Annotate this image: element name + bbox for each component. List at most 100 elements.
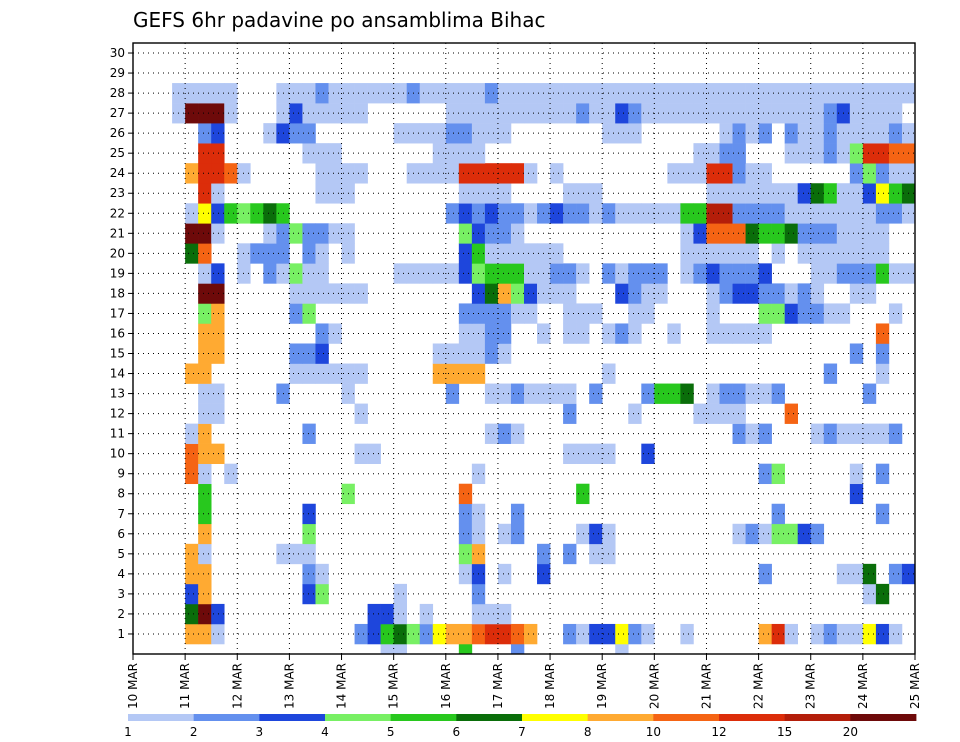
heatmap-cell [823,243,838,264]
heatmap-cell [484,323,499,344]
y-tick-label: 24 [110,166,125,180]
heatmap-cell [758,123,772,144]
heatmap-cell [484,203,499,224]
heatmap-cell [797,103,812,124]
heatmap-cell [289,343,303,364]
heatmap-cell [719,223,733,244]
heatmap-cell [302,83,316,104]
heatmap-cell [693,143,707,164]
heatmap-cell [732,123,746,144]
heatmap-cell [263,123,277,144]
heatmap-cell [510,83,525,104]
heatmap-cell [458,643,473,655]
heatmap-cell [810,223,825,244]
x-tick-label: 20 MAR [647,663,661,709]
heatmap-cell [654,203,668,224]
y-axis-ticks: 1234567891011121314151617181920212223242… [110,46,133,641]
colorbar-swatch [522,714,589,721]
heatmap-cell [589,623,603,645]
heatmap-cell [589,83,603,104]
heatmap-cell [589,203,603,224]
heatmap-cell [289,263,303,284]
heatmap-cell [289,83,303,104]
heatmap-cell [862,203,877,224]
heatmap-cell [641,103,655,124]
heatmap-cell [198,503,212,525]
heatmap-cell [524,263,538,284]
heatmap-cell [315,103,329,124]
heatmap-cell [615,623,629,645]
heatmap-cell [797,523,812,545]
heatmap-cell [862,123,877,144]
heatmap-cell [497,303,512,324]
heatmap-cell [810,303,825,324]
y-tick-label: 23 [110,186,125,200]
heatmap-cell [680,103,694,124]
heatmap-cell [758,183,772,204]
y-tick-label: 22 [110,206,125,220]
x-tick-label: 11 MAR [178,663,192,709]
heatmap-cell [497,323,512,344]
heatmap-cell [393,603,407,625]
heatmap-cell [198,183,212,204]
heatmap-cell [563,303,577,324]
heatmap-cell [745,283,759,304]
heatmap-cell [667,103,681,124]
heatmap-cell [849,123,864,144]
heatmap-cell [888,103,903,124]
heatmap-cell [563,263,577,284]
heatmap-cell [862,563,877,585]
heatmap-cell [458,263,473,284]
heatmap-cell [784,303,798,324]
heatmap-cell [849,623,864,645]
heatmap-cell [224,203,238,224]
colorbar-label: 6 [453,725,461,739]
heatmap-cell [888,203,903,224]
heatmap-cell [497,383,512,404]
heatmap-cell [576,323,590,344]
heatmap-cell [862,623,877,645]
heatmap-cell [628,623,642,645]
heatmap-cell [524,283,538,304]
heatmap-cell [784,223,798,244]
heatmap-cell [484,343,499,364]
heatmap-cell [654,383,668,404]
heatmap-cell [758,263,772,284]
heatmap-cell [328,163,342,184]
heatmap-cell [576,623,590,645]
heatmap-cell [224,103,238,124]
y-tick-label: 1 [117,627,125,641]
heatmap-cell [185,363,199,384]
heatmap-cell [510,163,525,184]
heatmap-cell [185,543,199,565]
heatmap-cell [849,563,864,585]
heatmap-cell [497,603,512,625]
y-tick-label: 20 [110,246,125,260]
heatmap-cell [328,363,342,384]
heatmap-cell [198,143,212,164]
heatmap-cell [654,263,668,284]
heatmap-cell [888,423,903,444]
heatmap-cell [484,383,499,404]
colorbar-label: 4 [321,725,329,739]
heatmap-cell [563,383,577,404]
heatmap-cell [185,83,199,104]
heatmap-cell [198,83,212,104]
heatmap-cell [745,323,759,344]
heatmap-cell [862,383,877,404]
heatmap-cell [732,203,746,224]
heatmap-cell [680,243,694,264]
heatmap-cell [315,183,329,204]
heatmap-cell [550,203,564,224]
heatmap-cell [758,163,772,184]
x-tick-label: 25 MAR [908,663,922,709]
heatmap-cell [862,243,877,264]
heatmap-cell [198,423,212,444]
heatmap-cell [810,623,825,645]
heatmap-cell [693,103,707,124]
colorbar-label: 7 [518,725,526,739]
heatmap-cell [484,243,499,264]
x-tick-label: 14 MAR [335,663,349,709]
y-tick-label: 2 [117,607,125,621]
heatmap-cell [497,343,512,364]
